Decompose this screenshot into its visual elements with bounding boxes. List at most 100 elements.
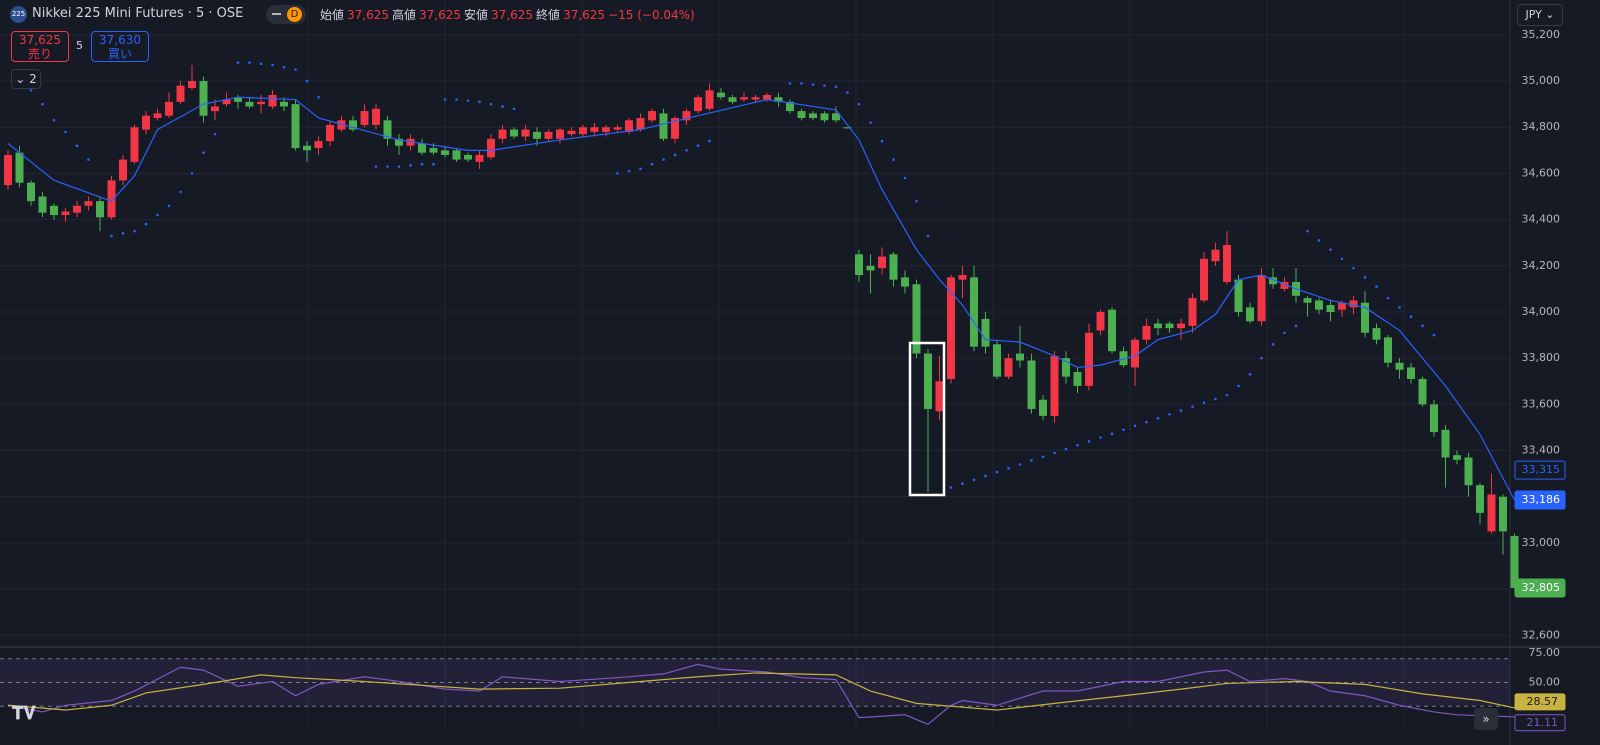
candle-body [165,101,173,116]
candle-body [590,127,599,132]
candle-body [648,111,656,121]
sar-dot [1110,432,1114,435]
candle-body [832,113,840,121]
ohlc-label: 安値 [464,8,489,22]
sar-dot [627,169,631,173]
sar-dot [271,63,274,67]
sar-dot [1202,401,1206,405]
rsi-value-label: 28.57 [1527,695,1559,708]
candle-body [694,97,702,112]
candle-body [326,124,334,142]
sar-dot [1317,239,1321,242]
session-toggle[interactable]: D [266,5,306,24]
candle-body [1004,358,1013,377]
sar-dot [259,62,263,66]
sar-dot [1248,373,1252,376]
symbol-icon: 225 [10,6,27,23]
candle-body [682,111,691,121]
candle-body [1418,378,1427,405]
ohlc-value: 37,625 [419,8,462,22]
candle-body [15,152,24,183]
rsi-value-label: 21.11 [1527,716,1559,729]
y-tick-label: 34,400 [1522,213,1561,226]
sar-dot [443,98,447,101]
sar-dot [282,65,286,69]
ohlc-legend: 始値 37,625 高値 37,625 安値 37,625 終値 37,625 −15 (−0.… [320,6,698,23]
candle-body [1430,404,1438,433]
sar-dot [133,229,136,233]
candle-body [705,90,714,109]
sar-dot [167,204,171,208]
rsi-value-box [1514,693,1566,711]
candle-body [1119,351,1128,366]
buy-price: 37,630 [99,33,141,47]
sar-dot [1214,397,1217,401]
sar-dot [800,82,803,85]
candle-body [395,138,403,146]
candle-body [487,138,495,158]
candle-body [820,113,829,121]
price-label: 32,805 [1522,581,1561,594]
candle-body [1395,362,1404,370]
logo: 𝐓𝐕 [12,703,36,724]
sar-dot [1352,266,1355,270]
candle-body [337,120,346,130]
y-tick-label: 34,800 [1522,120,1561,133]
scroll-button[interactable]: » [1474,708,1498,730]
sar-dot [708,139,711,143]
indicator-toggle[interactable]: ⌄ 2 [11,69,41,89]
y-tick-label: 35,200 [1522,28,1561,41]
symbol-title[interactable]: Nikkei 225 Mini Futures · 5 · OSE [32,6,244,21]
sell-button[interactable]: 37,625 売り [11,31,69,62]
sar-dot [29,88,33,92]
candle-body [291,104,300,149]
sar-dot [834,85,838,89]
candle-body [498,129,507,139]
candle-body [1361,302,1369,333]
sar-dot [1064,447,1068,451]
sar-dot [121,232,125,235]
sar-dot [788,82,792,85]
sar-dot [1133,424,1137,428]
candle-body [763,94,771,100]
sar-dot [1087,440,1091,443]
candle-body [1039,399,1047,416]
candle-body [636,118,645,130]
price-label-box [1514,578,1566,598]
candle-body [349,120,357,130]
candle-body [567,130,576,135]
candle-body [176,85,185,102]
candle-body [889,254,898,280]
candle-body [958,275,967,280]
candle-body [613,127,622,130]
sar-dot [1179,409,1183,412]
ohlc-value: 37,625 [491,8,534,22]
candle-body [1326,305,1335,312]
sar-dot [110,234,113,238]
candle-body [544,131,553,139]
candle-body [1131,339,1139,368]
sar-dot [869,121,872,124]
candle-body [50,205,58,215]
buy-button[interactable]: 37,630 買い [91,31,149,62]
sar-dot [75,144,79,148]
candle-body [38,196,47,213]
sar-dot [1122,428,1125,432]
sar-dot [1191,405,1194,408]
candle-body [1154,323,1162,329]
candle-body [935,381,944,412]
price-label-box [1514,460,1566,480]
sar-dot [420,162,424,166]
sar-dot [1076,443,1079,447]
y-tick-label: 33,800 [1522,351,1561,364]
sar-dot [294,68,297,71]
candle-body [107,180,116,218]
candle-body [809,113,817,119]
sar-dot [1375,285,1378,288]
candle-body [268,94,277,107]
candle-body [1315,300,1323,310]
candle-body [1062,358,1070,377]
sar-dot [1283,331,1286,335]
currency-button[interactable]: JPY ⌄ [1517,4,1563,26]
candle-body [1234,279,1243,312]
